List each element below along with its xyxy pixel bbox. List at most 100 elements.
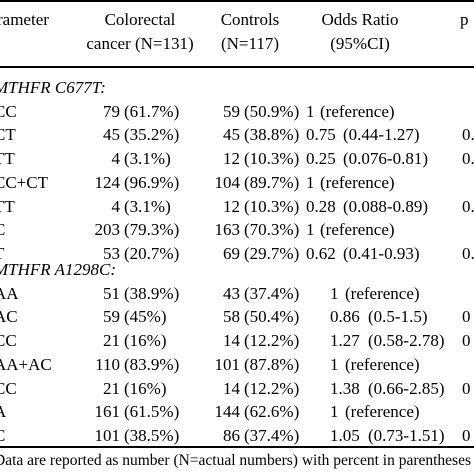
- row-controls-percent: (62.6%): [244, 402, 300, 422]
- row-controls-percent: (50.4%): [244, 307, 300, 327]
- row-cases-percent: (61.5%): [124, 402, 180, 422]
- top-rule: [0, 0, 474, 2]
- row-odds-ratio: 1: [306, 220, 315, 240]
- footnote: Data are reported as number (N=actual nu…: [0, 452, 471, 469]
- row-controls-count: 86: [223, 425, 240, 445]
- row-controls-count: 58: [223, 307, 240, 327]
- row-p-value: 0.0: [462, 149, 474, 169]
- row-p-value: 0.0: [462, 196, 474, 216]
- row-cases-count: 51: [103, 283, 120, 303]
- header-rule: [0, 66, 474, 68]
- header-cases-line1: Colorectal: [104, 10, 176, 29]
- row-controls-count: 59: [223, 101, 240, 121]
- row-cases-count: 53: [103, 243, 120, 263]
- row-confidence-interval: (0.41-0.93): [343, 243, 420, 263]
- section-title: MTHFR A1298C:: [0, 260, 116, 279]
- row-confidence-interval: (reference): [345, 354, 420, 374]
- row-controls-count: 69: [223, 243, 240, 263]
- row-confidence-interval: (0.66-2.85): [368, 378, 445, 398]
- header-p: p: [460, 10, 469, 29]
- row-controls-count: 163: [214, 220, 241, 240]
- row-cases-count: 4: [111, 196, 121, 216]
- row-cases-count: 59: [103, 307, 120, 327]
- row-parameter: AA+AC: [0, 354, 52, 374]
- row-controls-percent: (10.3%): [244, 196, 300, 216]
- row-odds-ratio: 1: [306, 101, 315, 121]
- row-cases-percent: (45%): [124, 307, 167, 327]
- row-controls-count: 43: [223, 283, 240, 303]
- row-cases-percent: (38.5%): [124, 425, 180, 445]
- row-odds-ratio: 1: [330, 354, 339, 374]
- row-parameter: C: [0, 426, 5, 446]
- row-cases-percent: (96.9%): [124, 172, 180, 192]
- header-or-line1: Odds Ratio: [321, 10, 399, 29]
- row-cases-count: 45: [103, 125, 120, 145]
- row-cases-count: 79: [103, 101, 120, 121]
- row-controls-percent: (70.3%): [244, 220, 300, 240]
- row-odds-ratio: 1.38: [330, 378, 360, 398]
- row-odds-ratio: 0.86: [330, 307, 360, 327]
- row-confidence-interval: (0.58-2.78): [368, 331, 445, 351]
- row-cases-count: 21: [103, 331, 120, 351]
- row-confidence-interval: (0.5-1.5): [368, 307, 428, 327]
- row-p-value: 0.0: [462, 243, 474, 263]
- row-cases-percent: (79.3%): [124, 220, 180, 240]
- row-parameter: T: [0, 244, 4, 264]
- row-parameter: A: [0, 402, 7, 422]
- row-p-value: 0.3: [462, 125, 474, 145]
- row-parameter: TT: [0, 196, 15, 216]
- row-cases-percent: (35.2%): [124, 125, 180, 145]
- row-parameter: CC: [0, 378, 17, 398]
- row-confidence-interval: (0.076-0.81): [343, 149, 428, 169]
- row-odds-ratio: 1: [306, 172, 315, 192]
- row-cases-percent: (16%): [124, 378, 167, 398]
- row-cases-count: 203: [94, 220, 121, 240]
- row-cases-count: 101: [94, 425, 121, 445]
- row-p-value: 0: [462, 331, 471, 351]
- row-cases-percent: (3.1%): [124, 149, 171, 169]
- row-confidence-interval: (reference): [320, 220, 395, 240]
- row-controls-percent: (12.2%): [244, 378, 300, 398]
- row-controls-count: 45: [223, 125, 240, 145]
- row-confidence-interval: (reference): [320, 101, 395, 121]
- row-controls-count: 12: [223, 196, 240, 216]
- row-confidence-interval: (reference): [345, 402, 420, 422]
- row-cases-count: 124: [94, 172, 121, 192]
- row-controls-percent: (89.7%): [244, 172, 300, 192]
- row-confidence-interval: (0.088-0.89): [343, 196, 428, 216]
- row-controls-count: 12: [223, 149, 240, 169]
- row-controls-percent: (10.3%): [244, 149, 300, 169]
- row-controls-percent: (29.7%): [244, 243, 300, 263]
- row-cases-percent: (20.7%): [124, 243, 180, 263]
- row-controls-percent: (50.9%): [244, 101, 300, 121]
- row-controls-count: 14: [223, 378, 240, 398]
- row-controls-count: 144: [214, 402, 241, 422]
- section-title: MTHFR C677T:: [0, 78, 106, 97]
- row-controls-percent: (37.4%): [244, 425, 300, 445]
- row-cases-percent: (38.9%): [124, 283, 180, 303]
- row-odds-ratio: 1: [330, 402, 339, 422]
- row-odds-ratio: 1.27: [330, 331, 360, 351]
- row-odds-ratio: 1.05: [330, 425, 360, 445]
- row-cases-count: 110: [95, 354, 120, 374]
- row-controls-count: 14: [223, 331, 240, 351]
- header-controls-line2: (N=117): [220, 34, 280, 53]
- row-parameter: CC: [0, 101, 17, 121]
- row-parameter: CC+CT: [0, 172, 48, 192]
- row-parameter: AC: [0, 307, 18, 327]
- row-odds-ratio: 0.28: [306, 196, 336, 216]
- header-or-line2: (95%CI): [330, 34, 390, 53]
- row-p-value: 0: [462, 307, 471, 327]
- row-controls-count: 101: [214, 354, 241, 374]
- row-parameter: C: [0, 220, 5, 240]
- row-cases-percent: (3.1%): [124, 196, 171, 216]
- row-confidence-interval: (reference): [320, 172, 395, 192]
- row-cases-count: 21: [103, 378, 120, 398]
- row-controls-percent: (87.8%): [244, 354, 300, 374]
- row-confidence-interval: (reference): [345, 283, 420, 303]
- row-parameter: CT: [0, 125, 16, 145]
- row-confidence-interval: (0.44-1.27): [343, 125, 420, 145]
- row-cases-count: 161: [94, 402, 121, 422]
- row-controls-percent: (12.2%): [244, 331, 300, 351]
